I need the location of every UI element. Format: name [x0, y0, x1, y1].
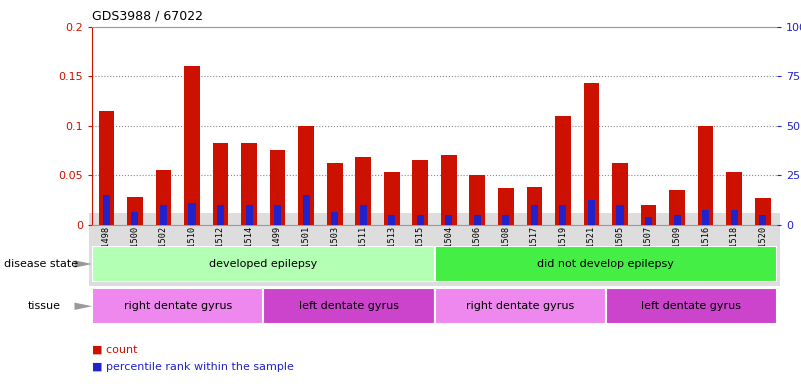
- Bar: [384, 172, 400, 225]
- Bar: [246, 205, 252, 225]
- Bar: [731, 210, 738, 225]
- Bar: [217, 205, 224, 225]
- Bar: [434, 288, 606, 324]
- Text: tissue: tissue: [28, 301, 61, 311]
- Bar: [241, 142, 257, 225]
- Polygon shape: [74, 303, 92, 310]
- Bar: [469, 175, 485, 225]
- Bar: [698, 126, 714, 225]
- Bar: [434, 246, 777, 282]
- Text: developed epilepsy: developed epilepsy: [209, 259, 317, 269]
- Bar: [498, 188, 513, 225]
- Bar: [270, 151, 285, 225]
- Bar: [441, 156, 457, 225]
- Bar: [641, 205, 656, 225]
- Bar: [127, 197, 143, 225]
- Bar: [417, 215, 424, 225]
- Bar: [584, 83, 599, 225]
- Bar: [213, 142, 228, 225]
- Text: right dentate gyrus: right dentate gyrus: [466, 301, 574, 311]
- Text: GDS3988 / 67022: GDS3988 / 67022: [92, 10, 203, 23]
- Bar: [755, 198, 771, 225]
- Bar: [264, 288, 434, 324]
- Text: left dentate gyrus: left dentate gyrus: [299, 301, 399, 311]
- Bar: [727, 172, 742, 225]
- Bar: [92, 246, 434, 282]
- Bar: [555, 116, 571, 225]
- Bar: [413, 161, 428, 225]
- Bar: [331, 212, 338, 225]
- Bar: [356, 157, 371, 225]
- Bar: [99, 111, 115, 225]
- Text: ■ percentile rank within the sample: ■ percentile rank within the sample: [92, 362, 294, 372]
- Bar: [131, 212, 139, 225]
- Bar: [184, 66, 199, 225]
- Bar: [612, 163, 628, 225]
- Bar: [155, 170, 171, 225]
- Bar: [606, 288, 777, 324]
- Bar: [160, 205, 167, 225]
- Bar: [92, 288, 264, 324]
- Bar: [388, 215, 395, 225]
- Text: left dentate gyrus: left dentate gyrus: [642, 301, 742, 311]
- Polygon shape: [74, 260, 92, 268]
- Bar: [588, 200, 595, 225]
- Bar: [274, 205, 281, 225]
- Bar: [670, 190, 685, 225]
- Bar: [617, 205, 623, 225]
- Text: disease state: disease state: [4, 259, 78, 269]
- Bar: [502, 215, 509, 225]
- Text: ■ count: ■ count: [92, 344, 138, 354]
- Bar: [474, 215, 481, 225]
- Bar: [526, 187, 542, 225]
- Bar: [303, 195, 310, 225]
- Bar: [674, 215, 681, 225]
- Bar: [531, 205, 538, 225]
- Bar: [559, 205, 566, 225]
- Bar: [298, 126, 314, 225]
- Bar: [445, 215, 453, 225]
- Text: did not develop epilepsy: did not develop epilepsy: [537, 259, 674, 269]
- Bar: [327, 163, 343, 225]
- Bar: [360, 205, 367, 225]
- Bar: [645, 217, 652, 225]
- Text: right dentate gyrus: right dentate gyrus: [123, 301, 231, 311]
- Bar: [759, 215, 767, 225]
- Bar: [103, 195, 110, 225]
- Bar: [188, 203, 195, 225]
- Bar: [702, 210, 709, 225]
